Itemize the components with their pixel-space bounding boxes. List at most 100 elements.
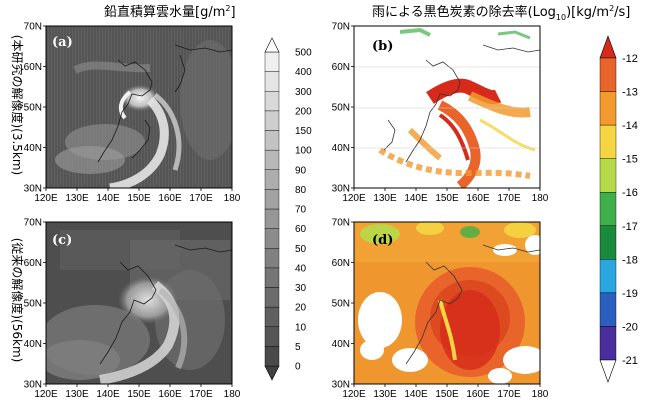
colorbar-tick-label: -13 xyxy=(622,87,638,99)
colorbar-tick-label: 0 xyxy=(295,362,301,373)
colorbar-bin xyxy=(264,110,280,131)
colorbar-tick-label: 30 xyxy=(295,283,307,294)
colorbar-bin xyxy=(264,326,280,347)
panel-a xyxy=(46,26,232,188)
x-tick-label: 140E xyxy=(404,193,428,204)
colorbar-tick-label: 400 xyxy=(295,67,312,78)
x-tick-label: 180 xyxy=(224,389,241,400)
x-tick-label: 140E xyxy=(96,389,120,400)
x-tick-label: 140E xyxy=(404,389,428,400)
colorbar-bin xyxy=(264,149,280,170)
colorbar-bin xyxy=(599,57,617,92)
x-tick-label: 130E xyxy=(65,193,89,204)
x-tick-label: 180 xyxy=(224,193,241,204)
x-tick-label: 160E xyxy=(466,389,490,400)
panel-b-tag: (b) xyxy=(372,39,393,54)
panel-c-tag: (c) xyxy=(52,233,72,248)
colorbar-tick-label: 70 xyxy=(295,205,307,216)
colorbar-bin xyxy=(264,71,280,92)
colorbar-bin xyxy=(264,189,280,210)
colorbar-tick-label: -12 xyxy=(622,53,638,65)
x-tick-label: 170E xyxy=(189,193,213,204)
x-tick-label: 130E xyxy=(373,389,397,400)
y-tick-label: 60N xyxy=(24,258,42,269)
y-tick-label: 40N xyxy=(332,143,350,154)
colorbar-bin xyxy=(599,359,617,383)
y-tick-label: 40N xyxy=(24,339,42,350)
colorbar-bin xyxy=(264,169,280,190)
colorbar-bin xyxy=(599,35,617,59)
colorbar-bin xyxy=(264,365,280,381)
panel-b xyxy=(354,26,540,188)
colorbar-bin xyxy=(264,51,280,72)
colorbar-tick-label: 10 xyxy=(295,322,307,333)
colorbar-tick-label: 90 xyxy=(295,165,307,176)
x-tick-label: 130E xyxy=(65,389,89,400)
y-tick-label: 50N xyxy=(24,299,42,310)
x-tick-label: 170E xyxy=(189,389,213,400)
colorbar-bin xyxy=(599,158,617,193)
colorbar-bin xyxy=(264,91,280,112)
x-tick-label: 140E xyxy=(96,193,120,204)
colorbar-tick-label: -20 xyxy=(622,321,638,333)
y-tick-label: 30N xyxy=(332,184,350,195)
colorbar-tick-label: -15 xyxy=(622,154,638,166)
colorbar-bc-removal: -12 -13 -14 -15 -16 -17 -18 -19 -20 -21 xyxy=(599,35,638,383)
colorbar-bin xyxy=(599,292,617,327)
colorbar-bin xyxy=(599,225,617,260)
y-tick-label: 70N xyxy=(24,218,42,229)
x-tick-label: 120E xyxy=(34,389,58,400)
y-tick-label: 50N xyxy=(24,103,42,114)
y-tick-label: 60N xyxy=(332,258,350,269)
colorbar-tick-label: 150 xyxy=(295,126,312,137)
y-tick-label: 40N xyxy=(332,339,350,350)
row-label-top: (本研究の解像度)(3.5km) xyxy=(10,35,25,175)
row-label-bottom: (従来の解像度)(56km) xyxy=(10,238,25,363)
x-tick-label: 170E xyxy=(497,193,521,204)
colorbar-bin xyxy=(599,124,617,159)
colorbar-tick-label: -21 xyxy=(622,355,638,367)
colorbar-tick-label: 20 xyxy=(295,303,307,314)
colorbar-bin xyxy=(264,248,280,269)
axes-layer: 120E 130E 140E 150E 160E 170E 180 30N 40N 50N 60N 7… xyxy=(24,22,549,401)
colorbar-bin xyxy=(264,267,280,288)
right-title: 雨による黒色炭素の除去率(Log10)[kg/m2/s] xyxy=(372,4,630,22)
colorbar-bin xyxy=(264,208,280,229)
x-tick-label: 120E xyxy=(34,193,58,204)
x-tick-label: 120E xyxy=(342,389,366,400)
y-tick-label: 70N xyxy=(332,22,350,33)
colorbar-tick-label: 80 xyxy=(295,185,307,196)
y-tick-label: 50N xyxy=(332,299,350,310)
panel-c xyxy=(46,222,232,384)
colorbar-bin xyxy=(264,37,280,53)
x-tick-label: 160E xyxy=(466,193,490,204)
y-tick-label: 70N xyxy=(332,218,350,229)
y-tick-label: 60N xyxy=(24,62,42,73)
colorbar-bin xyxy=(264,346,280,367)
colorbar-bin xyxy=(599,259,617,294)
colorbar-tick-label: 50 xyxy=(295,244,307,255)
colorbar-bin xyxy=(264,287,280,308)
y-tick-label: 30N xyxy=(24,184,42,195)
x-tick-label: 180 xyxy=(532,193,549,204)
colorbar-bin xyxy=(264,306,280,327)
y-tick-label: 60N xyxy=(332,62,350,73)
x-tick-label: 180 xyxy=(532,389,549,400)
colorbar-bin xyxy=(599,91,617,126)
y-tick-label: 70N xyxy=(24,22,42,33)
y-tick-label: 40N xyxy=(24,143,42,154)
panel-d xyxy=(354,222,540,384)
left-title: 鉛直積算雲水量[g/m2] xyxy=(104,4,236,20)
x-tick-label: 150E xyxy=(127,193,151,204)
x-tick-label: 120E xyxy=(342,193,366,204)
y-tick-label: 30N xyxy=(24,380,42,391)
colorbar-tick-label: 60 xyxy=(295,224,307,235)
y-tick-label: 30N xyxy=(332,380,350,391)
x-tick-label: 150E xyxy=(435,193,459,204)
colorbar-tick-label: 100 xyxy=(295,146,312,157)
x-tick-label: 150E xyxy=(127,389,151,400)
x-tick-label: 130E xyxy=(373,193,397,204)
colorbar-tick-label: 200 xyxy=(295,106,312,117)
colorbar-tick-label: 40 xyxy=(295,263,307,274)
